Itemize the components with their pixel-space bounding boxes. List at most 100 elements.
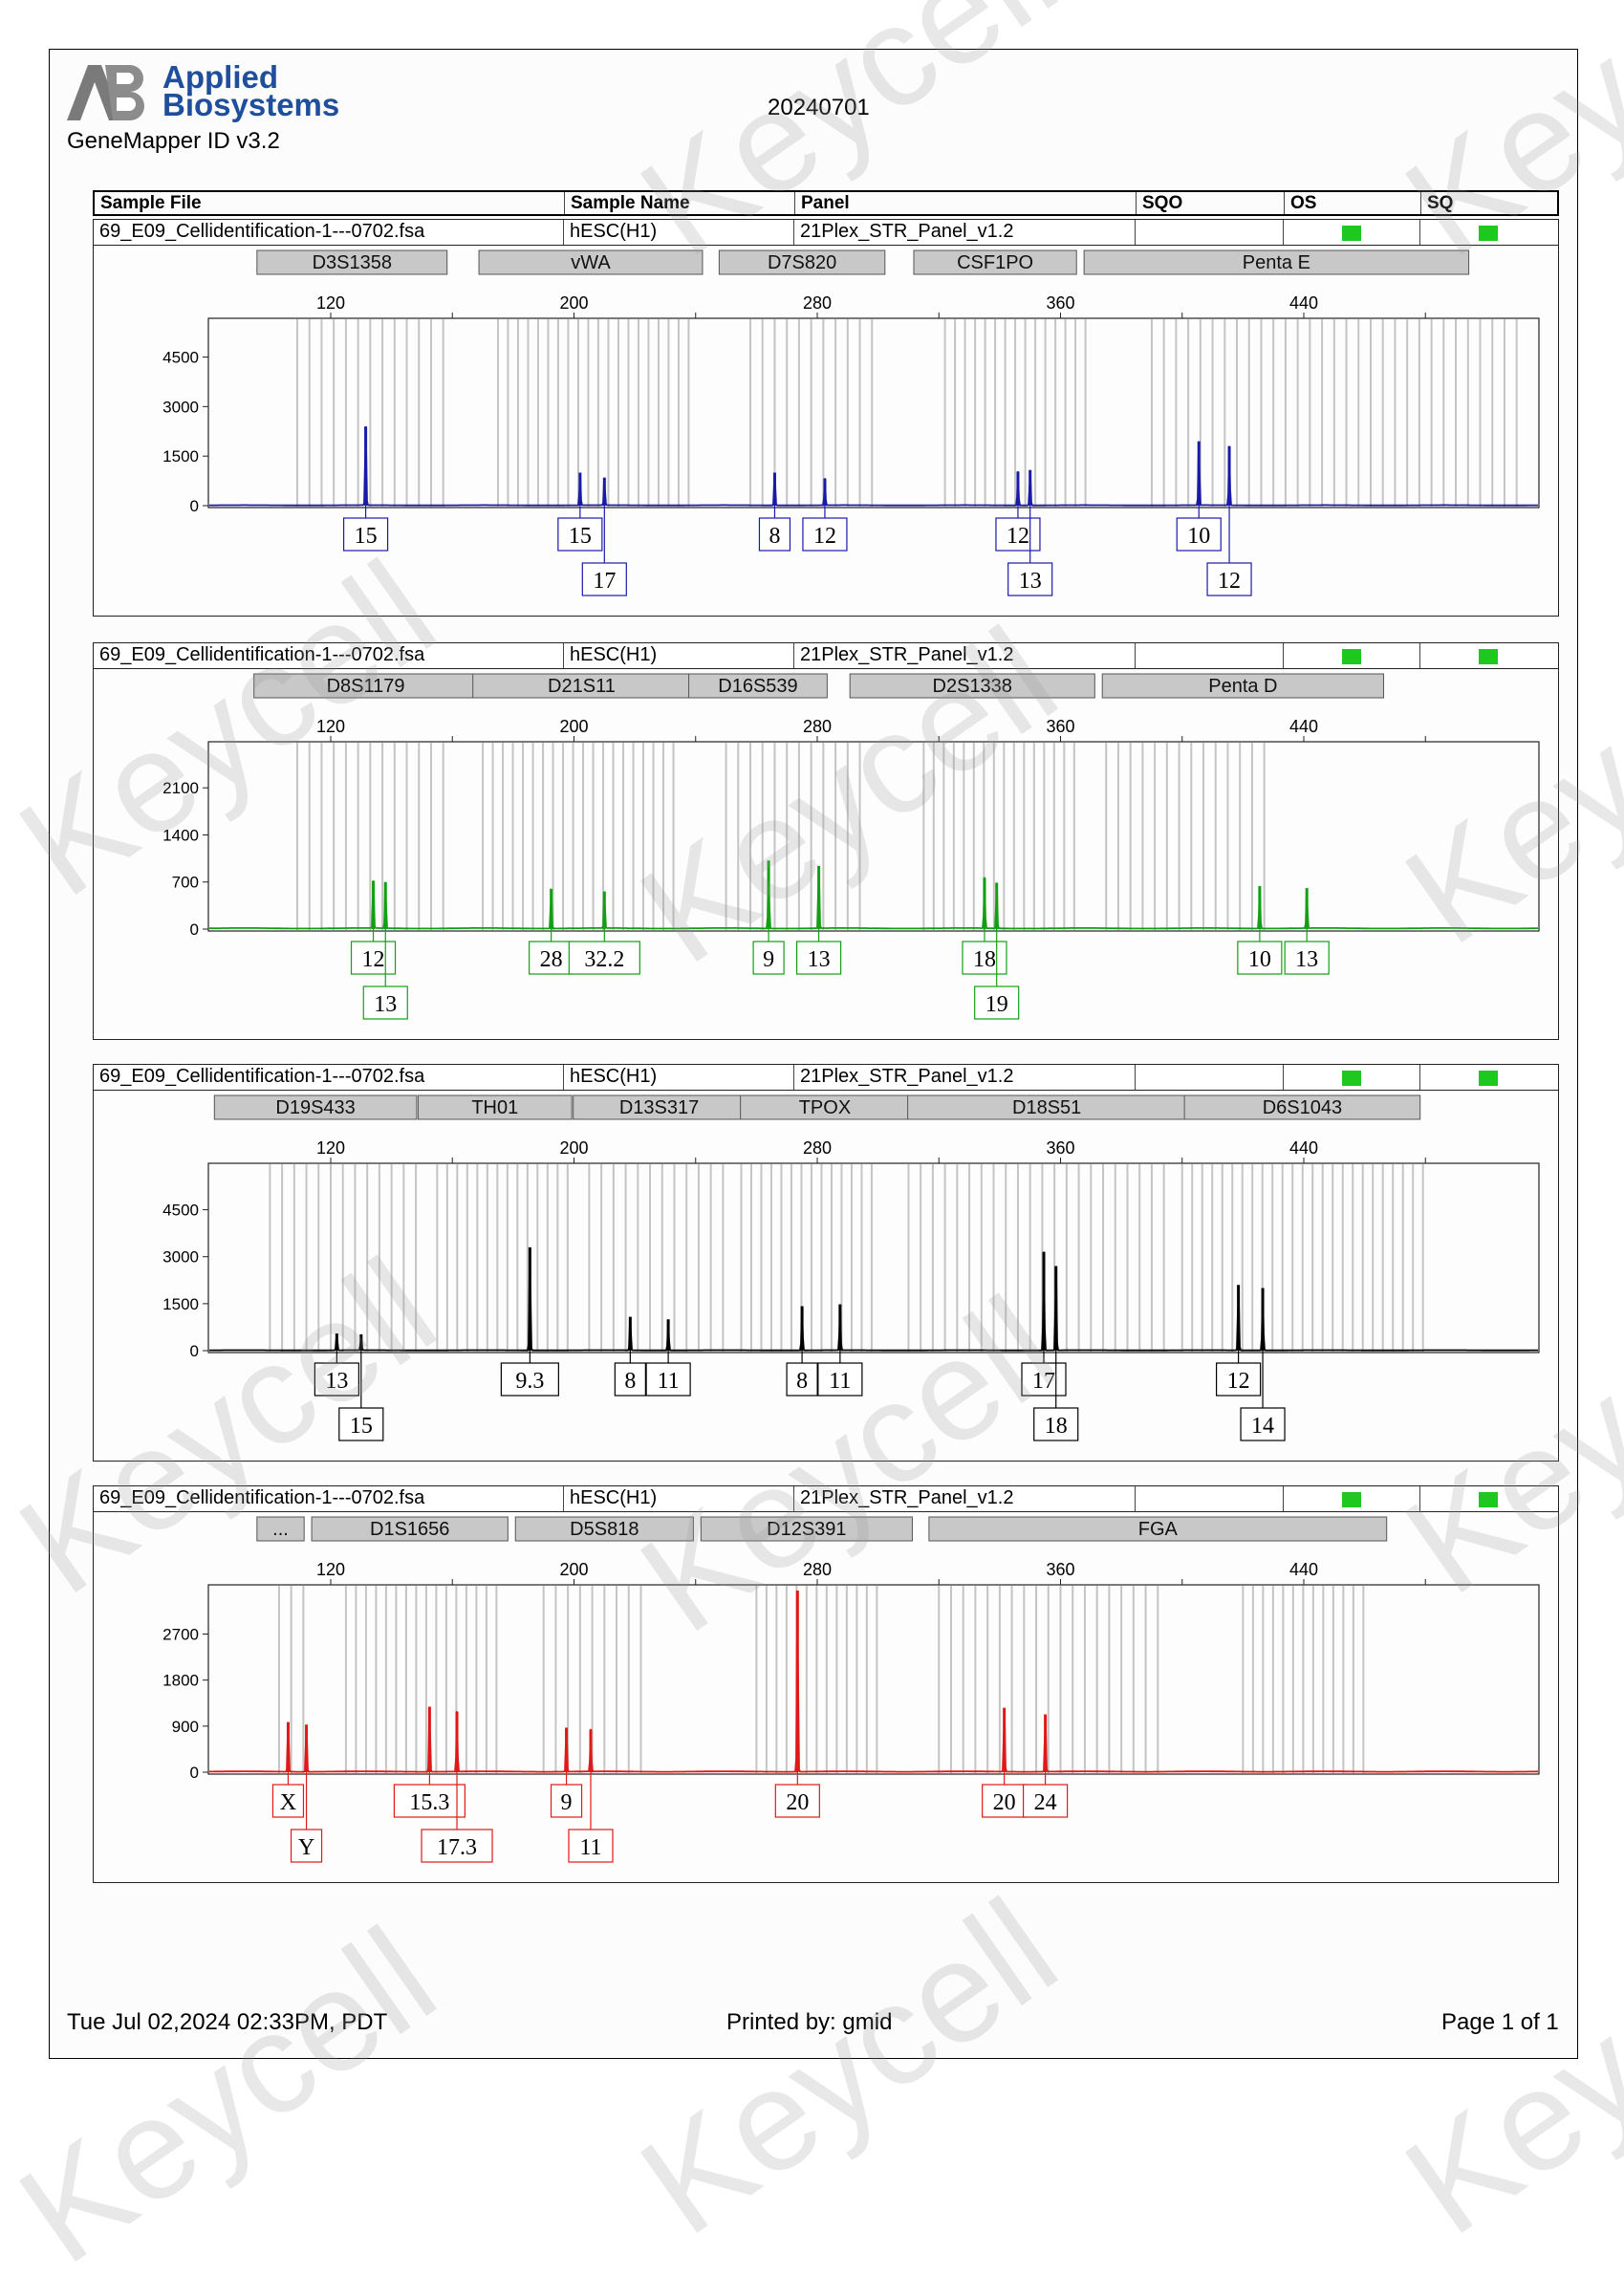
- allele-peak[interactable]: 12: [350, 880, 397, 975]
- allele-peak[interactable]: 12: [1216, 1285, 1262, 1397]
- footer-page-number: Page 1 of 1: [1441, 2009, 1559, 2035]
- locus-label[interactable]: TH01: [417, 1094, 573, 1120]
- locus-label[interactable]: D21S11: [472, 673, 691, 699]
- svg-text:D1S1656: D1S1656: [370, 1519, 449, 1540]
- allele-peak[interactable]: 13: [314, 1332, 359, 1397]
- allele-peak[interactable]: 17: [1021, 1251, 1067, 1397]
- allele-peak[interactable]: 12: [802, 478, 848, 552]
- allele-call-label: 13: [1295, 947, 1318, 972]
- locus-label[interactable]: D13S317: [573, 1094, 746, 1120]
- sample-row[interactable]: 69_E09_Cellidentification-1---0702.fsa hE…: [94, 643, 1558, 669]
- allele-peak[interactable]: 10: [1237, 885, 1283, 975]
- svg-text:D18S51: D18S51: [1012, 1097, 1081, 1118]
- allele-peak[interactable]: 15: [338, 1333, 384, 1441]
- allele-peak[interactable]: 15: [557, 472, 603, 552]
- allele-peak[interactable]: 9: [752, 860, 785, 975]
- allele-peak[interactable]: 8: [614, 1316, 646, 1397]
- column-sample-name[interactable]: Sample Name: [564, 192, 794, 214]
- column-sq[interactable]: SQ: [1420, 192, 1561, 214]
- column-sqo[interactable]: SQO: [1136, 192, 1284, 214]
- sq-status-flag: [1479, 1492, 1498, 1507]
- allele-call-label: 13: [1019, 569, 1042, 594]
- locus-label[interactable]: D2S1338: [849, 673, 1095, 699]
- locus-label[interactable]: Penta D: [1101, 673, 1385, 699]
- allele-peak[interactable]: 20: [982, 1707, 1028, 1818]
- locus-label[interactable]: ...: [256, 1516, 305, 1542]
- allele-peak[interactable]: 12: [995, 471, 1041, 552]
- locus-label[interactable]: Penta E: [1083, 249, 1470, 275]
- locus-label[interactable]: D18S51: [907, 1094, 1187, 1120]
- allele-call-label: 10: [1248, 947, 1271, 972]
- locus-label[interactable]: D5S818: [514, 1516, 694, 1542]
- allele-peak[interactable]: 11: [568, 1729, 614, 1863]
- locus-label[interactable]: D3S1358: [256, 249, 448, 275]
- allele-peak[interactable]: 14: [1240, 1288, 1286, 1441]
- x-tick-label: 360: [1046, 1560, 1074, 1579]
- allele-peak[interactable]: 11: [817, 1304, 863, 1397]
- allele-call-label: 15.3: [409, 1790, 449, 1815]
- allele-peak[interactable]: 28: [529, 888, 574, 975]
- panel-name-cell: 21Plex_STR_Panel_v1.2: [793, 643, 1135, 668]
- locus-label[interactable]: TPOX: [740, 1094, 910, 1120]
- os-status-flag: [1342, 226, 1361, 241]
- svg-text:...: ...: [272, 1519, 289, 1540]
- svg-text:D16S539: D16S539: [718, 676, 797, 697]
- allele-peak[interactable]: 9.3: [500, 1246, 559, 1397]
- allele-peak[interactable]: 20: [774, 1591, 820, 1818]
- allele-peak[interactable]: 19: [974, 882, 1020, 1020]
- x-tick-label: 200: [559, 717, 588, 736]
- locus-label[interactable]: CSF1PO: [913, 249, 1077, 275]
- allele-peak[interactable]: 24: [1022, 1714, 1069, 1818]
- allele-peak[interactable]: 15.3: [393, 1706, 466, 1818]
- allele-peak[interactable]: 10: [1176, 441, 1222, 552]
- allele-peak[interactable]: Y: [290, 1724, 323, 1863]
- sample-file-cell: 69_E09_Cellidentification-1---0702.fsa: [99, 221, 425, 242]
- allele-peak[interactable]: 13: [362, 881, 408, 1020]
- allele-peak[interactable]: 15: [342, 426, 389, 552]
- column-sample-file[interactable]: Sample File: [100, 193, 202, 213]
- column-panel[interactable]: Panel: [794, 192, 1136, 214]
- x-tick-label: 280: [803, 1560, 832, 1579]
- allele-call-label: 20: [786, 1790, 809, 1815]
- allele-peak[interactable]: 17.3: [421, 1711, 493, 1863]
- locus-label[interactable]: D19S433: [213, 1094, 418, 1120]
- locus-label[interactable]: D12S391: [700, 1516, 913, 1542]
- allele-peak[interactable]: 8: [758, 472, 791, 552]
- allele-call-label: 24: [1034, 1790, 1057, 1815]
- allele-peak[interactable]: 32.2: [568, 891, 640, 975]
- panel-name-cell: 21Plex_STR_Panel_v1.2: [793, 1486, 1135, 1511]
- allele-peak[interactable]: 9: [550, 1727, 583, 1818]
- locus-label[interactable]: D6S1043: [1183, 1094, 1421, 1120]
- allele-peak[interactable]: 13: [795, 865, 842, 975]
- allele-call-label: 18: [1045, 1414, 1068, 1439]
- allele-peak[interactable]: 18: [962, 877, 1007, 975]
- allele-peak[interactable]: 17: [581, 477, 627, 596]
- panel-name-cell: 21Plex_STR_Panel_v1.2: [793, 1065, 1135, 1090]
- y-tick-label: 4500: [162, 349, 199, 367]
- svg-text:D6S1043: D6S1043: [1263, 1097, 1342, 1118]
- column-os[interactable]: OS: [1284, 192, 1420, 214]
- locus-label[interactable]: D7S820: [718, 249, 886, 275]
- allele-peak[interactable]: 13: [1284, 888, 1330, 975]
- allele-call-label: 15: [569, 524, 592, 549]
- y-tick-label: 0: [190, 497, 199, 515]
- locus-label[interactable]: FGA: [928, 1516, 1388, 1542]
- app-version: GeneMapper ID v3.2: [67, 128, 280, 154]
- allele-peak[interactable]: 8: [786, 1306, 818, 1397]
- x-tick-label: 440: [1289, 1560, 1318, 1579]
- sample-row[interactable]: 69_E09_Cellidentification-1---0702.fsa hE…: [94, 1065, 1558, 1091]
- allele-peak[interactable]: X: [271, 1722, 305, 1818]
- allele-peak[interactable]: 12: [1206, 445, 1252, 596]
- allele-peak[interactable]: 18: [1033, 1266, 1079, 1441]
- sample-row[interactable]: 69_E09_Cellidentification-1---0702.fsa hE…: [94, 1486, 1558, 1512]
- locus-label[interactable]: D16S539: [688, 673, 828, 699]
- locus-label[interactable]: vWA: [478, 249, 704, 275]
- allele-peak[interactable]: 11: [645, 1319, 691, 1397]
- locus-label[interactable]: D1S1656: [311, 1516, 509, 1542]
- allele-call-label: 13: [374, 992, 397, 1017]
- sample-row[interactable]: 69_E09_Cellidentification-1---0702.fsa hE…: [94, 220, 1558, 246]
- allele-peak[interactable]: 13: [1007, 469, 1053, 596]
- locus-label[interactable]: D8S1179: [253, 673, 479, 699]
